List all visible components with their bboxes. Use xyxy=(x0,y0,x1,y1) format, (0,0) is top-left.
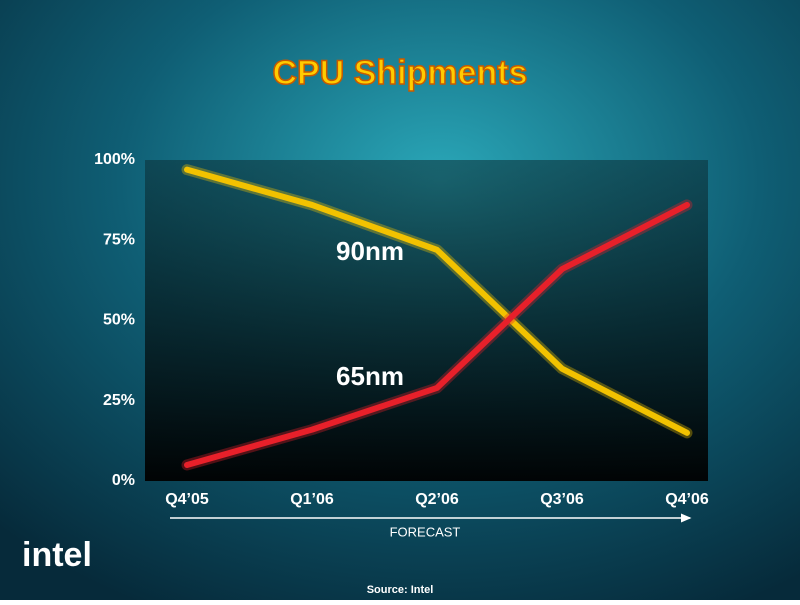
x-tick-label: Q4’05 xyxy=(165,491,209,508)
y-tick-label: 50% xyxy=(103,312,135,329)
y-tick-label: 75% xyxy=(103,231,135,248)
x-tick-label: Q4’06 xyxy=(665,491,709,508)
series-label: 65nm xyxy=(336,361,404,391)
x-tick-label: Q3’06 xyxy=(540,491,584,508)
y-tick-label: 25% xyxy=(103,392,135,409)
chart-title: CPU Shipments xyxy=(272,54,527,92)
series-line xyxy=(184,201,690,468)
x-tick-label: Q1’06 xyxy=(290,491,334,508)
series-label: 90nm xyxy=(336,236,404,266)
x-tick-label: Q2’06 xyxy=(415,491,459,508)
logo: intel xyxy=(22,536,92,574)
plot: 0% 25% 50% 75% 100% Q4’05 Q1’06 Q2’06 Q3’06 Q4’06… xyxy=(94,151,709,508)
series-line xyxy=(184,166,690,436)
y-tick-label: 0% xyxy=(112,472,135,489)
plot-area xyxy=(145,160,708,481)
source: Source: Intel xyxy=(367,584,434,596)
annotation: FORECAST xyxy=(390,524,461,539)
y-tick-label: 100% xyxy=(94,151,135,168)
